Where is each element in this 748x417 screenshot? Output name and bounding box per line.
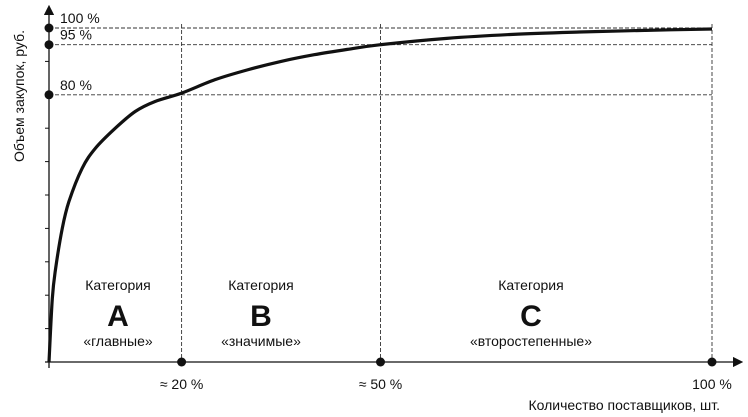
y-axis-marker xyxy=(44,40,54,50)
axis-markers xyxy=(44,23,717,367)
category-b-desc: «значимые» xyxy=(221,333,301,349)
y-axis-title: Объем закупок, руб. xyxy=(11,30,27,162)
category-c-desc: «второстепенные» xyxy=(470,333,592,349)
x-tick-label: 100 % xyxy=(692,376,732,392)
guide-lines xyxy=(49,24,713,362)
y-axis-minor-ticks xyxy=(45,60,49,330)
pareto-curve xyxy=(47,27,713,363)
y-tick-label: 100 % xyxy=(60,10,100,26)
y-axis-marker xyxy=(44,90,54,100)
y-tick-label: 80 % xyxy=(60,77,92,93)
category-a-title: Категория xyxy=(85,277,150,293)
category-c: Категория C «второстепенные» xyxy=(470,277,592,349)
x-tick-label: ≈ 20 % xyxy=(160,376,203,392)
category-a-desc: «главные» xyxy=(83,333,153,349)
x-axis-title: Количество поставщиков, шт. xyxy=(528,397,720,413)
category-b-title: Категория xyxy=(228,277,293,293)
y-tick-labels: 80 % 95 %100 % xyxy=(60,10,100,93)
x-axis-marker xyxy=(177,357,187,367)
y-axis-marker xyxy=(44,23,54,33)
category-a-letter: A xyxy=(107,300,129,333)
x-axis-marker xyxy=(376,357,385,367)
category-c-letter: C xyxy=(520,300,542,333)
x-tick-labels: ≈ 20 % ≈ 50 % 100 % xyxy=(160,376,732,392)
category-a: Категория A «главные» xyxy=(83,277,153,349)
y-tick-label: 95 % xyxy=(60,27,92,43)
category-b: Категория B «значимые» xyxy=(221,277,301,349)
category-c-title: Категория xyxy=(498,277,563,293)
category-b-letter: B xyxy=(250,300,272,333)
x-tick-label: ≈ 50 % xyxy=(359,376,402,392)
x-axis-marker xyxy=(707,357,717,367)
